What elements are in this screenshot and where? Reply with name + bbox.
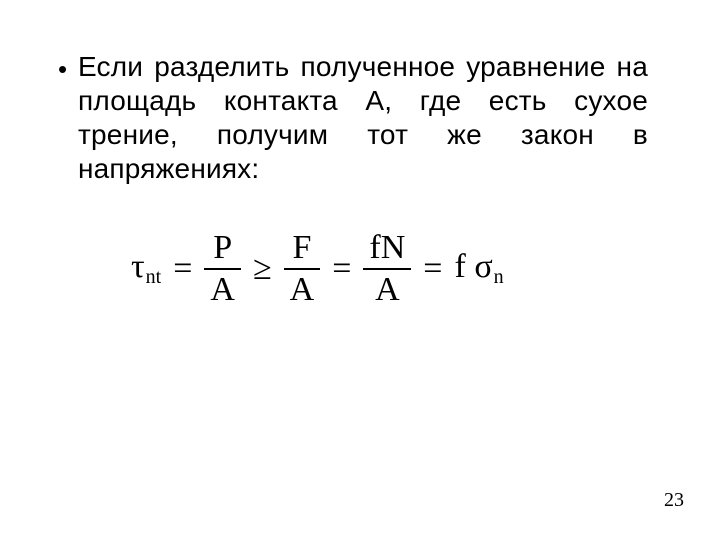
eq-frac2-den: A xyxy=(284,272,321,308)
eq-frac-1: P A xyxy=(204,230,241,307)
eq-frac2-bar xyxy=(284,268,321,270)
eq-frac3-bar xyxy=(363,268,411,270)
slide: • Если разделить полученное уравнение на… xyxy=(0,0,720,540)
eq-frac1-num: P xyxy=(207,230,238,266)
eq-op-eq3: = xyxy=(423,250,442,288)
eq-frac-3: fN A xyxy=(363,230,411,307)
eq-frac1-bar xyxy=(204,268,241,270)
eq-f-coeff: f xyxy=(454,248,465,285)
paragraph-text: Если разделить полученное уравнение на п… xyxy=(78,50,648,187)
eq-op-geq: ≥ xyxy=(253,250,272,288)
equation: τnt = P A ≥ F A = fN A = f σn xyxy=(125,230,510,307)
eq-op-eq2: = xyxy=(332,250,351,288)
bullet-glyph: • xyxy=(58,56,67,82)
eq-frac3-den: A xyxy=(369,272,406,308)
eq-frac2-num: F xyxy=(286,230,317,266)
eq-sigma-sub: n xyxy=(494,266,504,288)
eq-frac1-den: A xyxy=(204,272,241,308)
eq-tau-sub: nt xyxy=(146,266,162,288)
eq-frac-2: F A xyxy=(284,230,321,307)
eq-rhs: f σn xyxy=(454,248,503,289)
eq-tau: τ xyxy=(131,248,145,285)
eq-sigma: σ xyxy=(474,248,492,285)
eq-lhs: τnt xyxy=(131,248,161,289)
page-number: 23 xyxy=(664,489,684,512)
eq-frac3-num: fN xyxy=(363,230,411,266)
eq-op-eq1: = xyxy=(173,250,192,288)
